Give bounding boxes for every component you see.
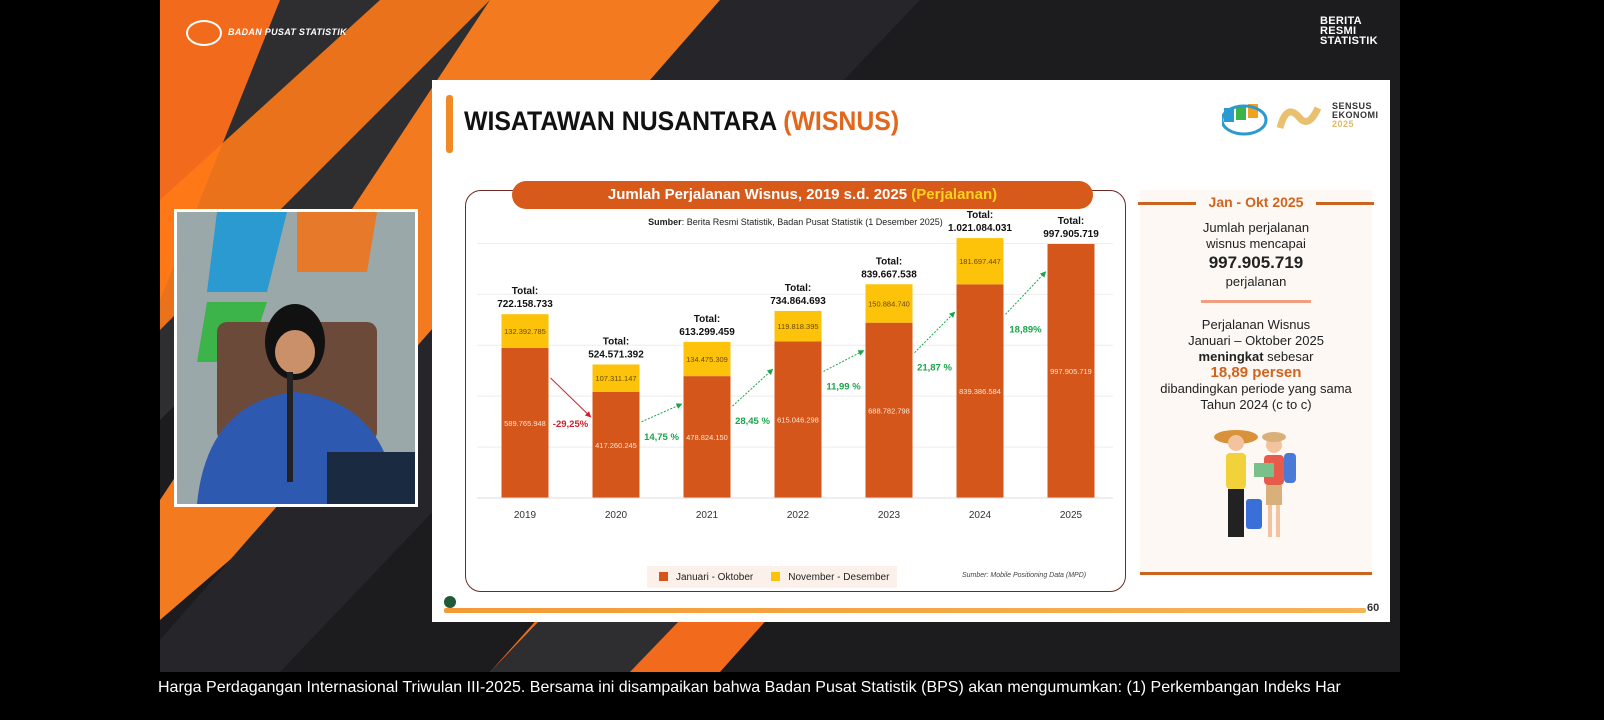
chart-source: Sumber: Berita Resmi Statistik, Badan Pu… (648, 217, 943, 227)
bar-label-nov-des: 134.475.309 (686, 355, 728, 364)
slide-footer-bar (444, 608, 1366, 613)
bar-jan-okt (683, 376, 731, 498)
bar-jan-okt (865, 322, 913, 498)
bar-jan-okt (1047, 243, 1095, 498)
bar-jan-okt (501, 347, 549, 498)
sensus-ekonomi-logo (1222, 104, 1322, 136)
total-label: 1.021.084.031 (948, 223, 1012, 234)
x-tick-label: 2020 (605, 510, 628, 521)
bar-label-jan-okt: 417.260.245 (595, 441, 637, 450)
growth-arrow (914, 311, 956, 354)
bar-label-nov-des: 181.697.447 (959, 257, 1001, 266)
slide-title: WISATAWAN NUSANTARA (WISNUS) (464, 106, 900, 136)
chart-title: Jumlah Perjalanan Wisnus, 2019 s.d. 2025… (512, 181, 1093, 209)
berita-resmi-statistik-logo: BERITA RESMI STATISTIK (1320, 15, 1378, 47)
legend-swatch (659, 571, 668, 581)
panel-heading: Jan - Okt 2025 (1138, 194, 1374, 212)
bar-label-jan-okt: 997.905.719 (1050, 367, 1092, 376)
bar-label-nov-des: 107.311.147 (595, 374, 636, 383)
bar-jan-okt (956, 284, 1004, 498)
x-tick-label: 2025 (1060, 510, 1083, 521)
bar-label-jan-okt: 589.765.948 (504, 419, 546, 428)
total-prefix: Total: (512, 286, 538, 297)
total-label: 734.864.693 (770, 296, 826, 307)
speaker-video (174, 209, 418, 507)
bar-nov-des (865, 284, 913, 323)
presentation-slide: WISATAWAN NUSANTARA (WISNUS) SENSUS EKONO… (432, 80, 1390, 622)
x-tick-label: 2023 (878, 510, 901, 521)
panel-bottom-line (1140, 572, 1372, 575)
chart-source-bottom: Sumber: Mobile Positioning Data (MPD) (962, 572, 1087, 579)
bar-nov-des (592, 364, 640, 392)
summary-panel: Jan - Okt 2025 Jumlah perjalanan wisnus … (1138, 190, 1374, 576)
bps-logo-icon (186, 20, 222, 46)
growth-arrow (823, 350, 865, 372)
total-prefix: Total: (785, 283, 811, 294)
bar-jan-okt (774, 341, 822, 498)
x-tick-label: 2019 (514, 510, 537, 521)
tourists-illustration (1214, 430, 1296, 537)
growth-arrow (1005, 271, 1047, 315)
total-label: 722.158.733 (497, 299, 553, 310)
bar-nov-des (501, 314, 549, 348)
bar-nov-des (956, 238, 1004, 285)
total-label: 524.571.392 (588, 349, 644, 360)
bar-label-jan-okt: 688.782.798 (868, 406, 910, 415)
growth-arrow (550, 377, 592, 418)
bar-nov-des (774, 310, 822, 342)
growth-label: 28,45 % (735, 416, 770, 427)
page-number: 60 (1367, 602, 1380, 614)
growth-label: 21,87 % (917, 363, 952, 374)
bps-logo-text: BADAN PUSAT STATISTIK (228, 27, 347, 37)
total-label: 997.905.719 (1043, 229, 1099, 240)
bar-label-jan-okt: 478.824.150 (686, 433, 728, 442)
bar-nov-des (683, 341, 731, 377)
bar-label-jan-okt: 615.046.298 (777, 416, 819, 425)
growth-label: 18,89% (1009, 324, 1042, 335)
growth-arrow (641, 403, 683, 423)
bar-label-nov-des: 119.818.395 (777, 322, 818, 331)
growth-label: 11,99 % (826, 381, 861, 392)
x-tick-label: 2021 (696, 510, 719, 521)
total-prefix: Total: (967, 210, 993, 221)
legend-jan-okt: Januari - Oktober (659, 571, 753, 583)
bar-jan-okt (592, 391, 640, 498)
growth-label: -29,25% (553, 419, 589, 430)
total-label: 613.299.459 (679, 327, 735, 338)
sensus-ekonomi-text: SENSUS EKONOMI 2025 (1332, 101, 1379, 129)
growth-value: 18,89 persen (1210, 364, 1302, 381)
total-value: 997.905.719 (1208, 253, 1304, 272)
stacked-bar-chart: 589.765.948 132.392.785 Total: 722.158.733 2… (477, 210, 1113, 521)
total-prefix: Total: (1058, 216, 1084, 227)
x-tick-label: 2024 (969, 510, 992, 521)
leaf-icon (444, 596, 456, 608)
total-label: 839.667.538 (861, 269, 917, 280)
news-ticker: Harga Perdagangan Internasional Triwulan… (158, 679, 1341, 696)
bar-label-nov-des: 132.392.785 (504, 327, 546, 336)
growth-label: 14,75 % (644, 432, 679, 443)
total-prefix: Total: (876, 256, 902, 267)
growth-arrow (732, 368, 774, 407)
legend-nov-des: November - Desember (771, 571, 889, 583)
legend-swatch (771, 571, 781, 581)
total-prefix: Total: (694, 314, 720, 325)
total-prefix: Total: (603, 336, 629, 347)
x-tick-label: 2022 (787, 510, 810, 521)
bar-label-jan-okt: 839.386.584 (959, 387, 1001, 396)
title-accent (446, 95, 453, 153)
chart-legend: Januari - Oktober November - Desember (647, 566, 897, 588)
divider (1201, 300, 1311, 303)
bar-label-nov-des: 150.884.740 (868, 299, 910, 308)
